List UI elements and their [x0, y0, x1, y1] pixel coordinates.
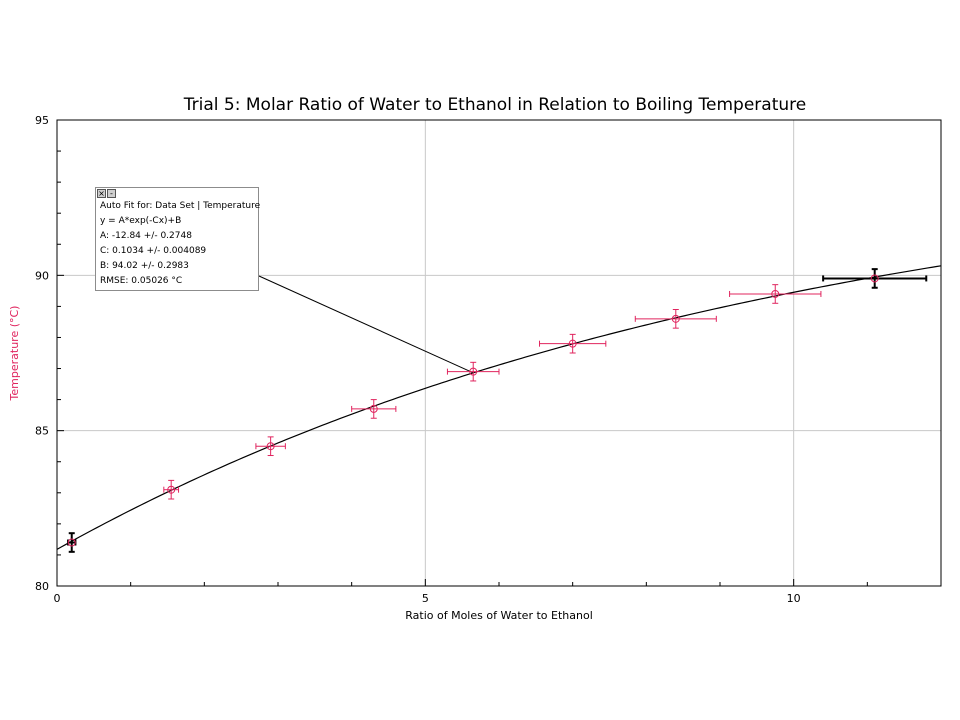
chart-title: Trial 5: Molar Ratio of Water to Ethanol… [183, 95, 806, 115]
close-icon[interactable]: × [97, 189, 106, 198]
data-point [729, 284, 822, 304]
data-point [634, 309, 717, 329]
fit-box-controls: × - [97, 189, 116, 198]
data-point [446, 361, 500, 382]
point-marker [870, 274, 879, 283]
fit-heading: Auto Fit for: Data Set | Temperature [100, 201, 261, 211]
y-tick-label: 95 [35, 114, 49, 127]
fit-curve [56, 265, 942, 550]
fit-param-b: B: 94.02 +/- 0.2983 [100, 261, 189, 271]
tick-layer: 0 5 10 80 85 90 95 [35, 114, 942, 605]
point-marker [568, 339, 577, 348]
fit-rmse: RMSE: 0.05026 °C [100, 276, 183, 286]
data-point [67, 532, 77, 553]
fit-param-c: C: 0.1034 +/- 0.004089 [100, 246, 207, 256]
fit-param-a: A: -12.84 +/- 0.2748 [100, 231, 192, 241]
point-marker [671, 314, 680, 323]
y-tick-label: 90 [35, 269, 49, 282]
y-tick-label: 85 [35, 425, 49, 438]
x-axis-label: Ratio of Moles of Water to Ethanol [405, 609, 593, 622]
point-marker [369, 404, 378, 413]
fit-equation: y = A*exp(-Cx)+B [100, 216, 182, 226]
y-tick-label: 80 [35, 580, 49, 593]
data-point [255, 436, 286, 457]
data-point [539, 333, 607, 354]
point-marker [771, 289, 780, 298]
fit-layer [56, 265, 942, 550]
fit-leader-line [258, 275, 474, 374]
x-tick-label: 0 [54, 592, 61, 605]
x-tick-label: 10 [787, 592, 801, 605]
point-marker [266, 442, 275, 451]
x-tick-label: 5 [422, 592, 429, 605]
point-marker [469, 367, 478, 376]
data-point [351, 399, 397, 419]
curve-fit-box[interactable]: × - Auto Fit for: Data Set | Temperature… [95, 187, 260, 291]
y-axis-label: Temperature (°C) [8, 306, 21, 402]
point-marker [67, 538, 76, 547]
fit-box-lines: Auto Fit for: Data Set | Temperature y =… [100, 199, 260, 289]
point-layer [67, 268, 928, 553]
data-point [163, 479, 180, 500]
point-marker [167, 485, 176, 494]
data-point [822, 268, 928, 289]
minimize-icon[interactable]: - [107, 189, 116, 198]
